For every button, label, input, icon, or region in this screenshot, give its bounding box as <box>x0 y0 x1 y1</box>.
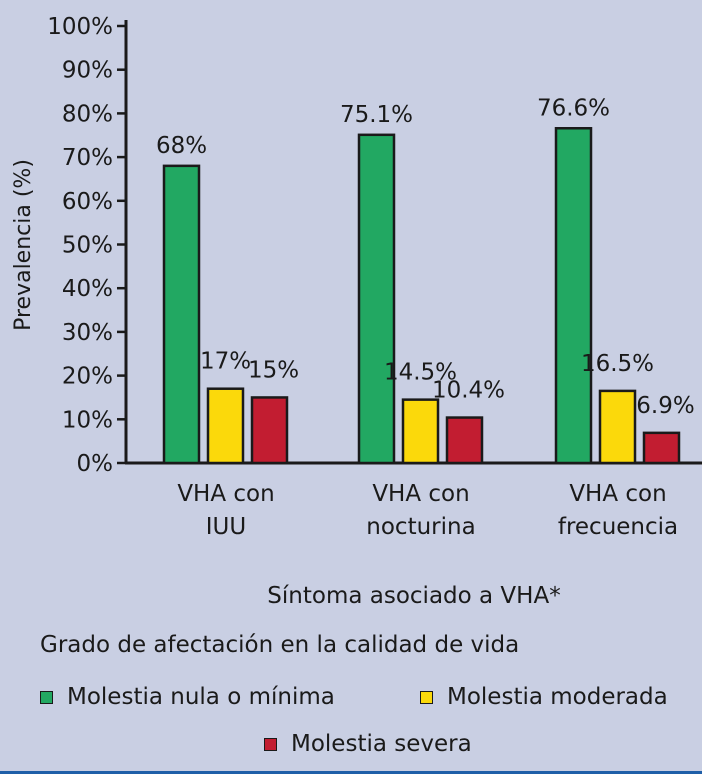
x-tick-label: VHA con <box>372 481 469 507</box>
bar-data-label: 14.5% <box>384 360 457 386</box>
y-axis-label: Prevalencia (%) <box>11 159 36 331</box>
x-axis-label: Síntoma asociado a VHA* <box>267 583 560 609</box>
bar <box>162 164 201 465</box>
legend-item-nula: Molestia nula o mínima <box>40 684 335 710</box>
bottom-border-line <box>0 771 702 774</box>
bar <box>401 398 440 465</box>
bar-data-label: 10.4% <box>432 378 505 404</box>
bar-data-label: 68% <box>156 133 207 159</box>
y-tick-label: 70% <box>62 145 113 171</box>
bar-data-label: 75.1% <box>340 102 413 128</box>
x-tick-label: VHA con <box>177 481 274 507</box>
legend-title: Grado de afectación en la calidad de vid… <box>40 632 520 658</box>
y-tick-label: 0% <box>77 451 114 477</box>
bar <box>206 387 245 465</box>
y-tick-label: 40% <box>62 276 113 302</box>
bar <box>554 127 593 465</box>
legend-label-moderada: Molestia moderada <box>447 684 668 710</box>
legend-label-severa: Molestia severa <box>291 731 472 757</box>
bar-data-label: 6.9% <box>636 393 694 419</box>
y-tick-label: 60% <box>62 189 113 215</box>
bar <box>250 396 289 465</box>
y-tick-label: 90% <box>62 58 113 84</box>
y-tick-label: 100% <box>47 14 113 40</box>
bar <box>642 431 681 465</box>
legend-item-moderada: Molestia moderada <box>420 684 668 710</box>
legend-swatch-severa <box>264 737 277 751</box>
bar-chart: 0% 10% 20% 30% 40% 50% 60% 70% 80% 90% 100% Prevale… <box>11 14 702 609</box>
x-tick-label: nocturina <box>366 514 475 540</box>
x-tick-label: frecuencia <box>558 514 678 540</box>
y-tick-label: 20% <box>62 364 113 390</box>
bar-data-label: 16.5% <box>581 351 654 377</box>
legend-swatch-nula <box>40 690 53 704</box>
x-tick-label: VHA con <box>569 481 666 507</box>
bar <box>445 416 484 465</box>
bar-data-label: 15% <box>248 357 299 383</box>
bar-data-label: 76.6% <box>537 95 610 121</box>
bar <box>357 133 396 465</box>
y-tick-label: 50% <box>62 233 113 259</box>
y-tick-label: 10% <box>62 407 113 433</box>
bar-data-label: 17% <box>200 349 251 375</box>
y-tick-label: 80% <box>62 101 113 127</box>
bar <box>598 389 637 465</box>
legend-label-nula: Molestia nula o mínima <box>67 684 335 710</box>
legend-item-severa: Molestia severa <box>264 731 472 757</box>
legend-swatch-moderada <box>420 690 433 704</box>
y-tick-label: 30% <box>62 320 113 346</box>
x-tick-label: IUU <box>206 514 246 540</box>
